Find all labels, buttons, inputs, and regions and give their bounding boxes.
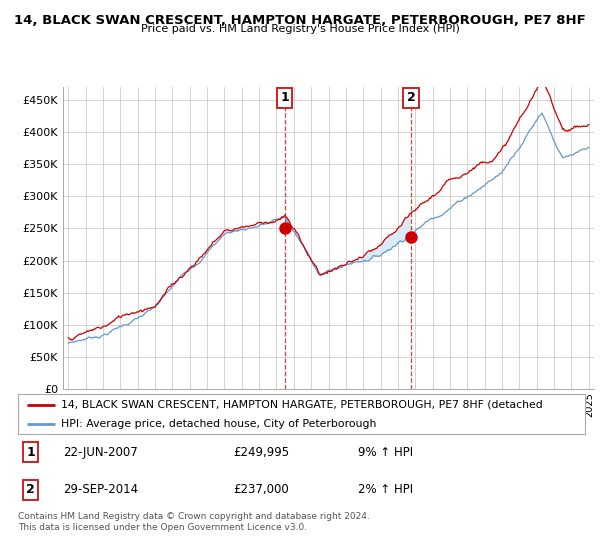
- Text: 1: 1: [26, 446, 35, 459]
- Text: HPI: Average price, detached house, City of Peterborough: HPI: Average price, detached house, City…: [61, 419, 376, 429]
- Text: 2: 2: [407, 91, 415, 104]
- Text: £249,995: £249,995: [233, 446, 290, 459]
- Text: 1: 1: [280, 91, 289, 104]
- Text: 2: 2: [26, 483, 35, 496]
- Text: 14, BLACK SWAN CRESCENT, HAMPTON HARGATE, PETERBOROUGH, PE7 8HF (detached: 14, BLACK SWAN CRESCENT, HAMPTON HARGATE…: [61, 400, 542, 410]
- Text: 22-JUN-2007: 22-JUN-2007: [64, 446, 138, 459]
- Text: 2% ↑ HPI: 2% ↑ HPI: [358, 483, 413, 496]
- Text: 9% ↑ HPI: 9% ↑ HPI: [358, 446, 413, 459]
- Text: Price paid vs. HM Land Registry's House Price Index (HPI): Price paid vs. HM Land Registry's House …: [140, 24, 460, 34]
- Text: Contains HM Land Registry data © Crown copyright and database right 2024.
This d: Contains HM Land Registry data © Crown c…: [18, 512, 370, 532]
- Text: £237,000: £237,000: [233, 483, 289, 496]
- Text: 29-SEP-2014: 29-SEP-2014: [64, 483, 139, 496]
- Text: 14, BLACK SWAN CRESCENT, HAMPTON HARGATE, PETERBOROUGH, PE7 8HF: 14, BLACK SWAN CRESCENT, HAMPTON HARGATE…: [14, 14, 586, 27]
